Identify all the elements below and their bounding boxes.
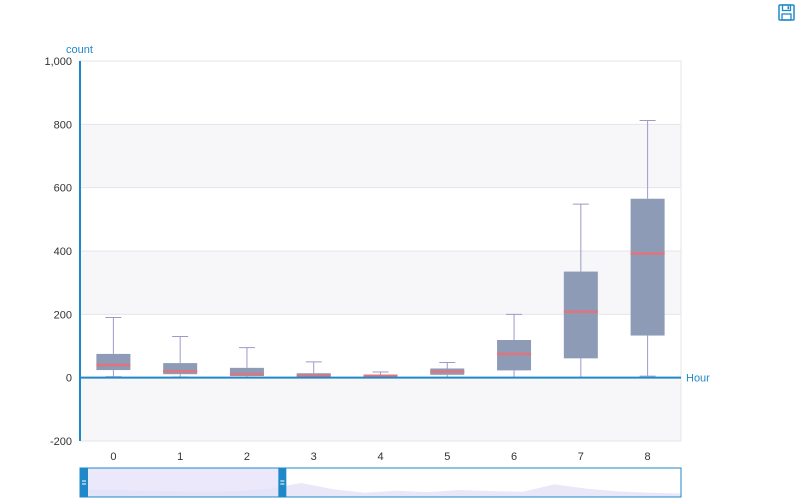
y-tick-label: 200 — [54, 309, 72, 321]
y-tick-label: 400 — [54, 246, 72, 258]
grid-band — [80, 124, 681, 188]
box-body[interactable] — [163, 363, 198, 375]
y-tick-label: 1,000 — [44, 56, 72, 68]
x-tick-label: 8 — [645, 451, 651, 463]
zoom-handle-bar — [80, 468, 88, 497]
y-tick-label: 600 — [54, 183, 72, 195]
box-body[interactable] — [563, 271, 598, 359]
data-zoom-slider[interactable] — [79, 467, 682, 498]
zoom-handle-right[interactable] — [278, 468, 287, 497]
y-tick-labels: -200 0 200 400 600 800 1,000 — [44, 56, 72, 448]
zoom-handle-left[interactable] — [80, 468, 88, 497]
x-axis-title: Hour — [686, 373, 710, 385]
y-tick-label: 0 — [66, 373, 72, 385]
x-tick-label: 7 — [578, 451, 584, 463]
box-item-5[interactable] — [430, 361, 465, 378]
x-tick-label: 2 — [244, 451, 250, 463]
x-tick-label: 0 — [110, 451, 116, 463]
y-axis-title: count — [66, 44, 93, 56]
box-item-8[interactable] — [630, 120, 665, 377]
save-icon — [778, 4, 795, 21]
x-tick-labels: 0 1 2 3 4 5 6 7 8 — [110, 451, 650, 463]
y-tick-label: 800 — [54, 119, 72, 131]
x-tick-label: 5 — [444, 451, 450, 463]
x-tick-label: 6 — [511, 451, 517, 463]
box-item-7[interactable] — [563, 203, 598, 378]
box-body[interactable] — [96, 353, 131, 371]
x-tick-label: 1 — [177, 451, 183, 463]
box-item-6[interactable] — [497, 313, 532, 378]
box-item-2[interactable] — [229, 347, 264, 378]
box-body[interactable] — [630, 198, 665, 336]
box-item-3[interactable] — [296, 361, 331, 378]
grid-band — [80, 377, 681, 441]
x-tick-label: 3 — [311, 451, 317, 463]
x-tick-label: 4 — [377, 451, 383, 463]
box-series[interactable] — [96, 120, 665, 378]
box-body[interactable] — [497, 339, 532, 371]
box-item-1[interactable] — [163, 336, 198, 378]
zoom-data-shadow — [80, 483, 681, 497]
save-image-button[interactable] — [777, 3, 797, 23]
box-body[interactable] — [229, 367, 264, 377]
y-tick-label: -200 — [50, 436, 72, 448]
zoom-handle-bar — [278, 468, 287, 497]
box-item-4[interactable] — [363, 371, 398, 378]
box-item-0[interactable] — [96, 317, 131, 378]
